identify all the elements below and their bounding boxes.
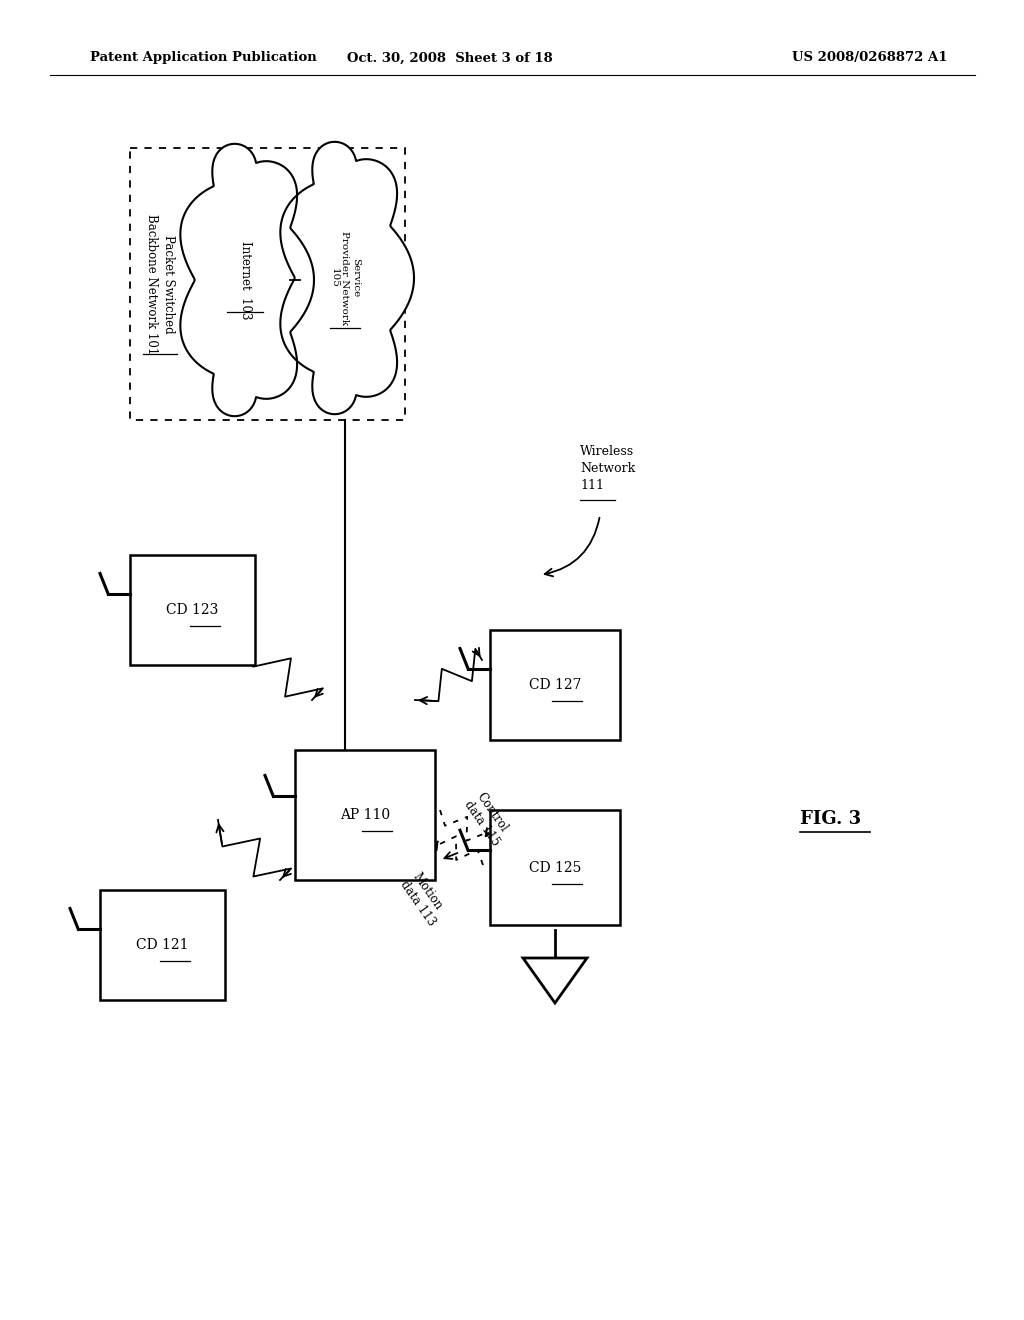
Text: Motion
data 113: Motion data 113 — [398, 870, 451, 929]
Text: Control
data 115: Control data 115 — [462, 789, 515, 849]
Polygon shape — [523, 958, 587, 1003]
Text: CD 127: CD 127 — [528, 678, 582, 692]
Polygon shape — [180, 144, 314, 416]
Text: CD 121: CD 121 — [136, 939, 188, 952]
Text: CD 123: CD 123 — [166, 603, 219, 616]
Text: Wireless
Network
111: Wireless Network 111 — [580, 445, 635, 492]
Polygon shape — [281, 141, 414, 414]
Text: FIG. 3: FIG. 3 — [800, 810, 861, 828]
FancyArrowPatch shape — [545, 517, 599, 577]
Bar — [490, 810, 620, 925]
Bar — [100, 890, 225, 1001]
Text: Packet Switched
Backbone Network 101: Packet Switched Backbone Network 101 — [145, 214, 175, 354]
Text: AP 110: AP 110 — [340, 808, 390, 822]
Text: US 2008/0268872 A1: US 2008/0268872 A1 — [793, 51, 948, 65]
Text: Service
Provider Network
105: Service Provider Network 105 — [330, 231, 360, 325]
Bar — [490, 630, 620, 741]
Bar — [130, 148, 406, 420]
Text: Oct. 30, 2008  Sheet 3 of 18: Oct. 30, 2008 Sheet 3 of 18 — [347, 51, 553, 65]
Text: CD 125: CD 125 — [528, 861, 582, 874]
Text: Patent Application Publication: Patent Application Publication — [90, 51, 316, 65]
Bar — [130, 554, 255, 665]
Bar — [295, 750, 435, 880]
Text: Internet  103: Internet 103 — [239, 240, 252, 319]
